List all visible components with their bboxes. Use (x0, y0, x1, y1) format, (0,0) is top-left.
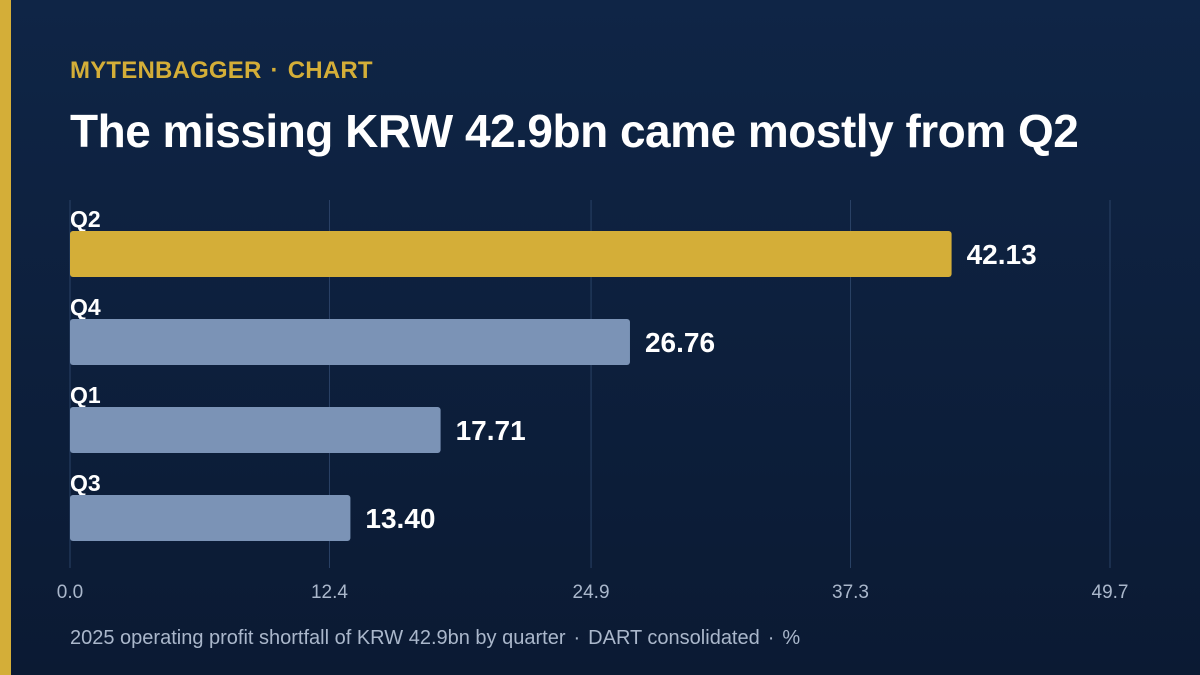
value-label: 42.13 (967, 239, 1037, 270)
x-tick-label: 37.3 (832, 582, 869, 603)
footer-unit: % (782, 627, 801, 649)
footer-source: DART consolidated (588, 627, 760, 649)
category-label: Q1 (70, 382, 101, 408)
chart-footer: 2025 operating profit shortfall of KRW 4… (70, 627, 800, 650)
x-tick-label: 24.9 (573, 582, 610, 603)
brand-section: CHART (287, 57, 373, 84)
brand-kicker: MYTENBAGGER · CHART (70, 57, 373, 85)
value-label: 13.40 (365, 503, 435, 534)
bar (70, 231, 952, 277)
bar (70, 407, 441, 453)
category-label: Q3 (70, 470, 101, 496)
footer-separator-1: · (573, 627, 581, 649)
x-tick-label: 49.7 (1092, 582, 1129, 603)
footer-separator-2: · (767, 627, 775, 649)
brand-name: MYTENBAGGER (70, 57, 262, 84)
chart-title: The missing KRW 42.9bn came mostly from … (70, 105, 1079, 157)
bar (70, 495, 351, 541)
bar (70, 319, 630, 365)
category-label: Q4 (70, 294, 101, 320)
footer-description: 2025 operating profit shortfall of KRW 4… (70, 627, 566, 649)
x-tick-label: 0.0 (57, 582, 83, 603)
x-tick-label: 12.4 (311, 582, 348, 603)
value-label: 17.71 (456, 415, 526, 446)
accent-stripe (0, 0, 11, 675)
value-label: 26.76 (645, 327, 715, 358)
brand-separator: · (270, 57, 279, 84)
category-label: Q2 (70, 206, 101, 232)
